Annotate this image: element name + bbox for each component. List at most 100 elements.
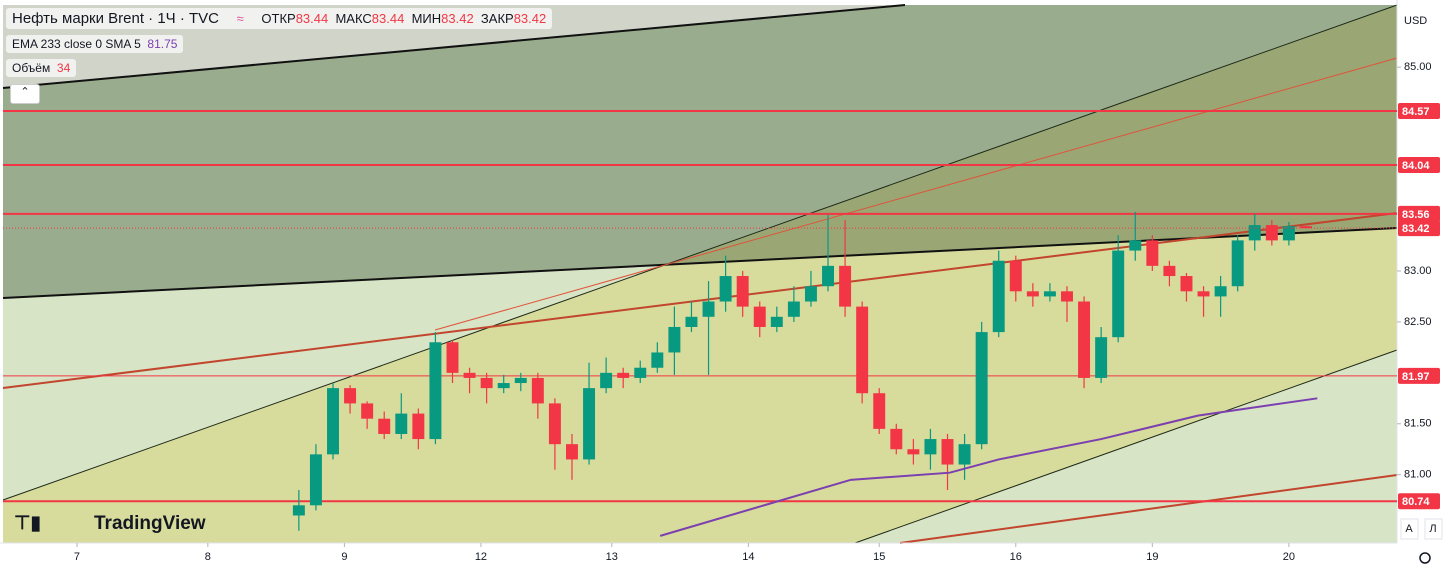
candle-body (395, 413, 408, 434)
candle-body (822, 265, 834, 287)
candle-body (702, 301, 715, 317)
x-tick-label: 13 (606, 551, 618, 563)
candle-body (1265, 225, 1278, 241)
title: Нефть марки Brent · 1Ч · TVC (12, 10, 219, 27)
candle-body (992, 260, 1005, 333)
price-label (1398, 102, 1440, 119)
candle-body (1078, 301, 1091, 378)
currency: USD (1404, 15, 1427, 27)
volume-name: Объём (12, 61, 51, 75)
candle-body (1248, 225, 1261, 241)
candle-body (531, 377, 544, 404)
candle-body (1214, 286, 1227, 297)
candle-body (856, 306, 869, 394)
x-tick-label: 15 (873, 551, 885, 563)
candle-body (617, 372, 630, 378)
price-label (1398, 367, 1440, 384)
candle-body (651, 352, 664, 368)
scale-button[interactable] (1424, 518, 1443, 540)
channel-line (854, 349, 1398, 544)
candle-body (890, 428, 903, 450)
candle-body (770, 316, 783, 327)
candle-body (378, 418, 391, 434)
price-label-text: 83.56 (1402, 209, 1430, 221)
candle-body (1282, 226, 1295, 241)
candle-body (309, 454, 322, 506)
ohlc-label: МИН (411, 11, 442, 26)
price-label (1398, 205, 1440, 222)
candle-body (787, 301, 800, 317)
candle-body (1146, 240, 1159, 266)
y-tick-label: 82.50 (1404, 316, 1432, 328)
candle-body (292, 505, 305, 516)
candle-body (958, 444, 971, 465)
trend-line (899, 474, 1398, 544)
candle-body (412, 413, 425, 440)
y-tick-label: 83.00 (1404, 265, 1432, 277)
candle-body (1026, 291, 1039, 297)
candle-body (634, 367, 647, 378)
price-label-text: 84.57 (1402, 106, 1430, 118)
candle-body (941, 439, 954, 465)
ohlc-label: МАКС (335, 11, 372, 26)
ohlc-value: 83.42 (513, 11, 547, 26)
candle-body (583, 388, 596, 460)
settings-icon[interactable] (1419, 552, 1431, 564)
y-tick-label: 81.50 (1404, 418, 1432, 430)
scale-button[interactable] (1400, 518, 1419, 540)
candle-body (685, 316, 698, 327)
x-tick-label: 7 (74, 551, 80, 563)
ohlc-value: 83.44 (295, 11, 329, 26)
candle-body (344, 388, 357, 404)
y-tick-label: 85.00 (1404, 61, 1432, 73)
x-tick-label: 8 (205, 551, 211, 563)
x-tick-label: 9 (341, 551, 347, 563)
trend-line (2, 4, 906, 89)
volume-legend: Объём 34 (6, 59, 77, 77)
channel-fill (3, 5, 1397, 543)
indicator-name: EMA 233 close 0 SMA 5 (12, 37, 141, 51)
compare-icon[interactable]: ≈ (236, 11, 244, 26)
x-tick-label: 12 (475, 551, 487, 563)
trend-line (2, 212, 1398, 389)
candle-body (1112, 250, 1125, 338)
candle-body (566, 444, 578, 460)
y-tick-label: 81.00 (1404, 469, 1432, 481)
candle-body (873, 393, 886, 429)
price-label-text: 81.97 (1402, 371, 1430, 383)
zone-fill (3, 5, 1397, 298)
header: Нефть марки Brent · 1Ч · TVC ≈ ОТКР83.44… (6, 8, 553, 29)
candle-body (1129, 240, 1142, 251)
candle-body (907, 449, 920, 455)
candle-body (446, 342, 459, 373)
candle-body (1163, 265, 1176, 277)
scale-button-label[interactable]: Л (1429, 523, 1436, 535)
trend-line (434, 57, 1398, 331)
indicator-legend: EMA 233 close 0 SMA 5 81.75 (6, 35, 184, 53)
candle-body (548, 403, 561, 445)
price-label-text: 80.74 (1402, 496, 1430, 508)
candle-body (1095, 337, 1108, 378)
candle-body (497, 383, 510, 389)
ohlc-value: 83.44 (371, 11, 405, 26)
candle-body (600, 372, 613, 389)
ohlc-label: ОТКР (261, 11, 296, 26)
candle-body (924, 439, 937, 455)
scale-button-label[interactable]: А (1405, 523, 1413, 535)
candle-body (753, 306, 766, 327)
ohlc-label: ЗАКР (480, 11, 514, 26)
collapse-button[interactable]: ⌃ (10, 84, 40, 104)
ema-line (659, 397, 1318, 537)
candle-body (719, 276, 732, 302)
marks: 85.00 83.00 82.50 81.50 81.00 7 8 9 12 13 14 15 16 19… (3, 61, 1440, 563)
candle-body (975, 332, 988, 445)
price-label (1398, 220, 1440, 237)
candle-body (514, 377, 527, 384)
candle-body (839, 265, 852, 307)
candle-body (1180, 276, 1193, 292)
ohlc-value: 83.42 (441, 11, 474, 26)
candle-body (804, 286, 817, 302)
candle-body (361, 403, 374, 419)
